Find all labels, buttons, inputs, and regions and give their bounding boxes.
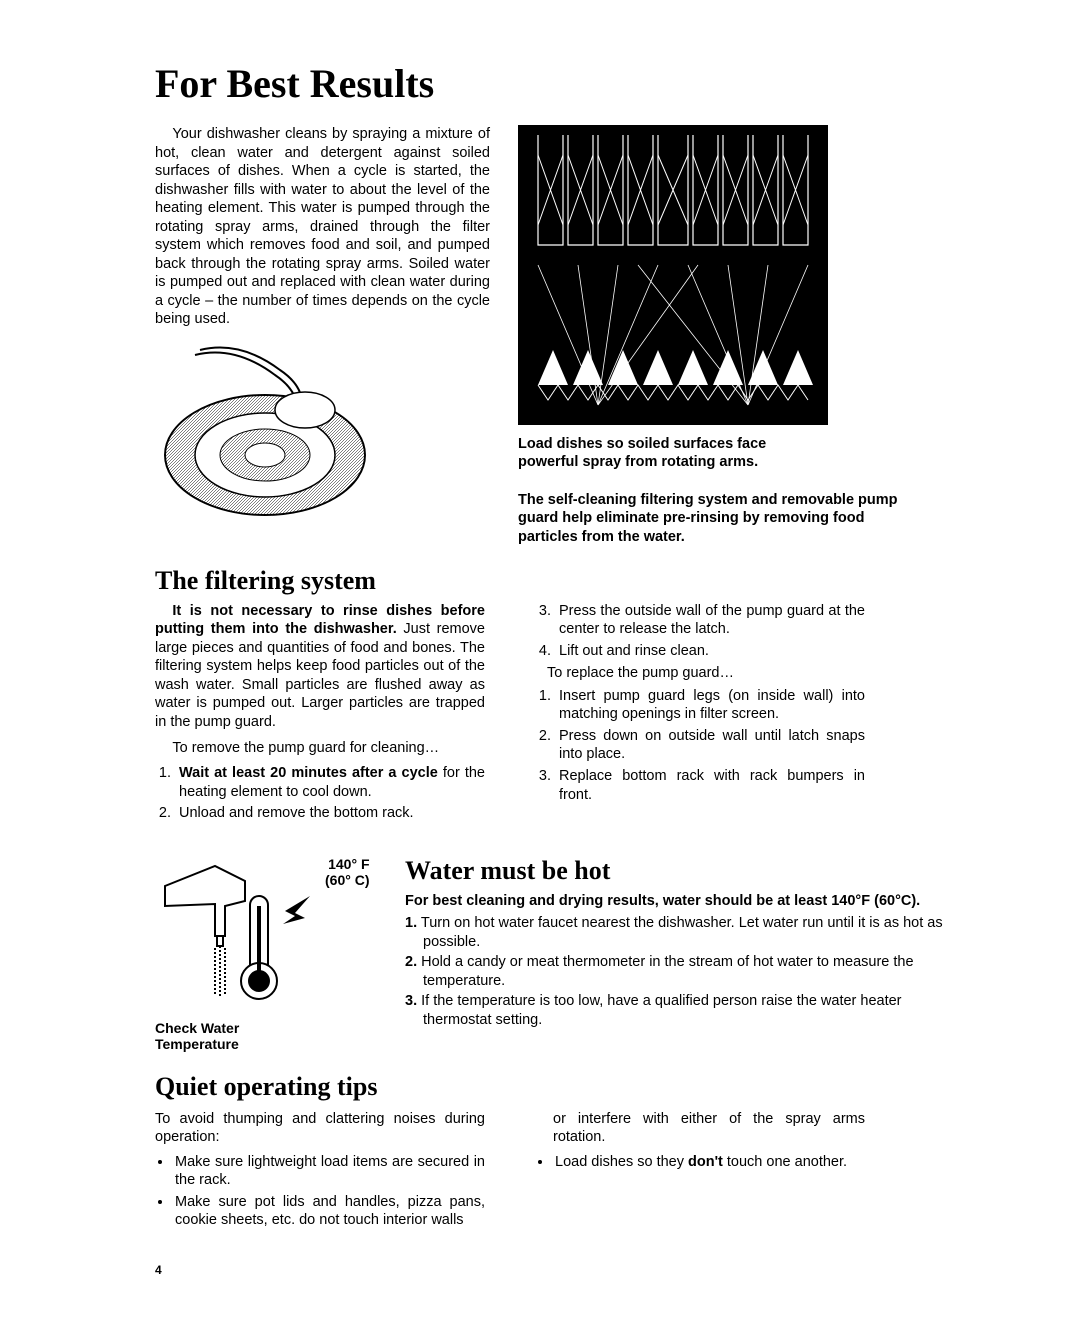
quiet-heading: Quiet operating tips <box>155 1072 960 1102</box>
water-heading: Water must be hot <box>405 856 960 886</box>
spray-figure <box>518 125 828 425</box>
faucet-thermometer-icon <box>155 856 325 1016</box>
intro-row: Your dishwasher cleans by spraying a mix… <box>155 125 960 546</box>
spray-caption: Load dishes so soiled surfaces face powe… <box>518 435 828 471</box>
remove-steps-left: Wait at least 20 minutes after a cycle f… <box>155 764 485 823</box>
quiet-left-column: To avoid thumping and clattering noises … <box>155 1110 485 1233</box>
remove-step-4: Lift out and rinse clean. <box>555 642 865 661</box>
filtering-lead: It is not necessary to rinse dishes befo… <box>155 602 485 732</box>
remove-step-1: Wait at least 20 minutes after a cycle f… <box>175 764 485 801</box>
replace-step-1: Insert pump guard legs (on inside wall) … <box>555 687 865 724</box>
water-step-2: 2. Hold a candy or meat thermometer in t… <box>405 953 960 990</box>
water-step-3: 3. If the temperature is too low, have a… <box>405 992 960 1029</box>
filtering-columns: It is not necessary to rinse dishes befo… <box>155 602 960 826</box>
water-step-1-text: Turn on hot water faucet nearest the dis… <box>421 915 943 950</box>
filter-illustration-icon <box>155 335 375 535</box>
remove-step-3: Press the outside wall of the pump guard… <box>555 602 865 639</box>
quiet-item-3-pre: Load dishes so they <box>555 1154 688 1170</box>
water-fig-caption: Check Water Temperature <box>155 1020 385 1052</box>
page-number: 4 <box>155 1263 960 1277</box>
temp-labels: 140° F (60° C) <box>325 856 370 888</box>
spray-column: Load dishes so soiled surfaces face powe… <box>518 125 908 546</box>
quiet-item-1: Make sure lightweight load items are sec… <box>173 1153 485 1190</box>
spray-illustration-icon <box>518 125 828 425</box>
water-lead: For best cleaning and drying results, wa… <box>405 892 960 911</box>
temp-c: (60° C) <box>325 872 370 888</box>
quiet-columns: To avoid thumping and clattering noises … <box>155 1110 960 1233</box>
remove-step-2: Unload and remove the bottom rack. <box>175 804 485 823</box>
filter-note: The self-cleaning filtering system and r… <box>518 491 908 545</box>
quiet-right-column: or interfere with either of the spray ar… <box>535 1110 865 1233</box>
quiet-right-list: Load dishes so they don't touch one anot… <box>535 1153 865 1172</box>
water-caption-2: Temperature <box>155 1036 239 1052</box>
temp-f: 140° F <box>325 856 370 872</box>
filtering-right-column: Press the outside wall of the pump guard… <box>535 602 865 826</box>
remove-step-1-bold: Wait at least 20 minutes after a cycle <box>179 765 438 781</box>
water-section: 140° F (60° C) Check Water Temperature W… <box>155 856 960 1052</box>
remove-steps-right: Press the outside wall of the pump guard… <box>535 602 865 661</box>
water-step-1: 1. Turn on hot water faucet nearest the … <box>405 914 960 951</box>
quiet-item-3-bold: don't <box>688 1154 723 1170</box>
filtering-heading: The filtering system <box>155 566 960 596</box>
water-step-2-text: Hold a candy or meat thermometer in the … <box>421 954 913 989</box>
page-title: For Best Results <box>155 60 960 107</box>
replace-lead: To replace the pump guard… <box>547 664 865 683</box>
quiet-continuation: or interfere with either of the spray ar… <box>535 1110 865 1147</box>
remove-lead: To remove the pump guard for cleaning… <box>155 739 485 758</box>
water-step-3-text: If the temperature is too low, have a qu… <box>421 993 901 1028</box>
water-caption-1: Check Water <box>155 1020 239 1036</box>
quiet-item-3: Load dishes so they don't touch one anot… <box>553 1153 865 1172</box>
water-body: Water must be hot For best cleaning and … <box>405 856 960 1052</box>
quiet-lead: To avoid thumping and clattering noises … <box>155 1110 485 1147</box>
filtering-left-column: It is not necessary to rinse dishes befo… <box>155 602 485 826</box>
quiet-item-2: Make sure pot lids and handles, pizza pa… <box>173 1193 485 1230</box>
intro-paragraph: Your dishwasher cleans by spraying a mix… <box>155 125 490 329</box>
intro-column: Your dishwasher cleans by spraying a mix… <box>155 125 490 546</box>
replace-step-2: Press down on outside wall until latch s… <box>555 727 865 764</box>
filtering-lead-rest: Just remove large pieces and quantities … <box>155 621 485 730</box>
filter-figure <box>155 335 375 535</box>
water-steps: 1. Turn on hot water faucet nearest the … <box>405 914 960 1029</box>
water-figure: 140° F (60° C) Check Water Temperature <box>155 856 385 1052</box>
replace-steps: Insert pump guard legs (on inside wall) … <box>535 687 865 804</box>
quiet-left-list: Make sure lightweight load items are sec… <box>155 1153 485 1230</box>
quiet-item-3-post: touch one another. <box>723 1154 847 1170</box>
replace-step-3: Replace bottom rack with rack bumpers in… <box>555 767 865 804</box>
